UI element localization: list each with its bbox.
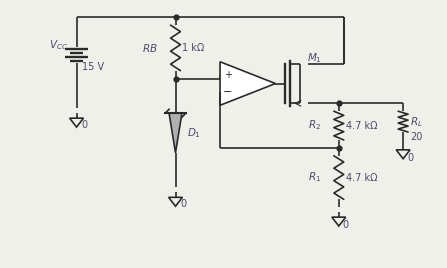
Text: $R_2$: $R_2$ [308, 119, 321, 132]
Text: 15 V: 15 V [83, 62, 105, 72]
Text: 0: 0 [81, 120, 88, 130]
Text: −: − [223, 87, 232, 97]
Text: $RB$: $RB$ [142, 42, 158, 54]
Text: $R_1$: $R_1$ [308, 171, 321, 184]
Text: 0: 0 [181, 199, 186, 209]
Text: $M_1$: $M_1$ [307, 51, 322, 65]
Text: 4.7 kΩ: 4.7 kΩ [346, 173, 377, 183]
Text: 0: 0 [407, 153, 413, 163]
Text: +: + [224, 70, 232, 80]
Text: 0: 0 [343, 220, 349, 230]
Text: $R_L$: $R_L$ [410, 115, 423, 129]
Polygon shape [220, 62, 275, 105]
Text: $D_1$: $D_1$ [187, 126, 201, 140]
Text: $V_{CC}$: $V_{CC}$ [49, 38, 68, 52]
Text: 1 kΩ: 1 kΩ [182, 43, 205, 53]
Polygon shape [169, 113, 182, 153]
Text: 20: 20 [410, 132, 422, 143]
Text: 4.7 kΩ: 4.7 kΩ [346, 121, 377, 131]
